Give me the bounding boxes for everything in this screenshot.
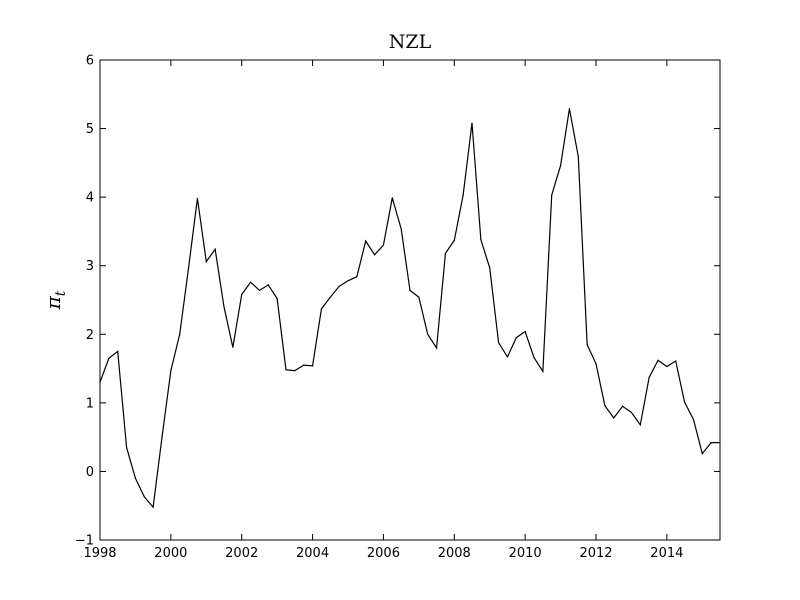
data-point [533, 357, 535, 359]
data-point [480, 239, 482, 241]
data-point [329, 296, 331, 298]
x-tick-label: 1998 [83, 546, 116, 561]
data-point [710, 442, 712, 444]
data-point [400, 228, 402, 230]
data-point [338, 285, 340, 287]
data-point [223, 306, 225, 308]
data-point [613, 417, 615, 419]
data-point [586, 343, 588, 346]
data-point [391, 197, 393, 199]
data-point [276, 298, 278, 300]
data-point [320, 308, 323, 310]
data-point [108, 357, 110, 359]
data-point [214, 248, 216, 250]
data-point [675, 360, 677, 362]
series-line-0 [99, 108, 720, 509]
data-point [595, 363, 597, 365]
data-point [134, 477, 137, 479]
x-tick-label: 2012 [579, 546, 612, 561]
data-point [453, 239, 455, 241]
data-point [409, 289, 411, 291]
data-point [311, 365, 314, 367]
y-tick-label: 3 [86, 259, 94, 274]
data-point [258, 289, 261, 291]
data-point [285, 369, 287, 371]
data-point [683, 401, 686, 403]
y-tick-label: 5 [86, 122, 94, 137]
data-point [568, 108, 571, 110]
data-point [657, 359, 659, 361]
y-tick-label: 6 [86, 54, 94, 69]
data-point [701, 453, 703, 455]
data-point [515, 337, 517, 339]
data-point [249, 281, 252, 283]
data-point [444, 252, 447, 254]
data-point [152, 506, 154, 508]
x-tick-label: 2004 [296, 546, 329, 561]
data-point [471, 122, 473, 124]
plot-frame [99, 59, 721, 541]
y-axis-label: πt [41, 290, 69, 310]
data-point [125, 446, 128, 449]
data-point [524, 330, 526, 333]
data-point [692, 418, 695, 420]
y-tick-label: −1 [75, 534, 94, 549]
data-point [648, 376, 650, 379]
data-point [621, 405, 624, 407]
data-point [232, 346, 234, 348]
y-tick-label: 0 [86, 465, 94, 480]
data-point [542, 370, 544, 372]
data-point [418, 296, 420, 298]
data-point [170, 370, 172, 372]
y-axis-label-symbol: π [41, 295, 65, 310]
data-point [205, 261, 207, 263]
data-point [489, 267, 491, 269]
data-point [427, 333, 429, 335]
data-point [117, 350, 119, 353]
data-point [497, 341, 500, 344]
y-tick-label: 1 [86, 396, 94, 411]
y-tick-label: 4 [86, 191, 94, 206]
x-tick-label: 2006 [367, 546, 400, 561]
chart-title: NZL [389, 31, 432, 53]
data-point [666, 365, 668, 368]
x-tick-label: 2008 [438, 546, 471, 561]
data-point [303, 364, 305, 366]
data-point [559, 165, 562, 167]
data-point [356, 276, 358, 278]
data-point [365, 240, 367, 242]
y-axis-label-subscript: t [53, 290, 69, 296]
data-point [435, 347, 438, 349]
data-point [241, 293, 243, 296]
data-point [196, 197, 199, 200]
y-tick-label: 2 [86, 328, 94, 343]
data-point [161, 436, 163, 438]
data-point [347, 280, 349, 282]
x-tick-label: 2014 [650, 546, 683, 561]
data-point [143, 496, 145, 498]
x-tick-label: 2002 [225, 546, 258, 561]
data-point [506, 356, 509, 358]
data-point [382, 244, 385, 246]
data-point [294, 370, 296, 372]
data-point [630, 411, 633, 414]
data-point [373, 254, 376, 256]
data-point [639, 424, 641, 426]
data-point [604, 405, 606, 407]
data-point [551, 194, 553, 196]
data-point [577, 156, 579, 158]
data-point [179, 333, 181, 335]
data-point [462, 194, 464, 196]
x-tick-label: 2010 [509, 546, 542, 561]
x-tick-label: 2000 [154, 546, 187, 561]
data-point [187, 267, 190, 269]
data-point [267, 284, 269, 286]
